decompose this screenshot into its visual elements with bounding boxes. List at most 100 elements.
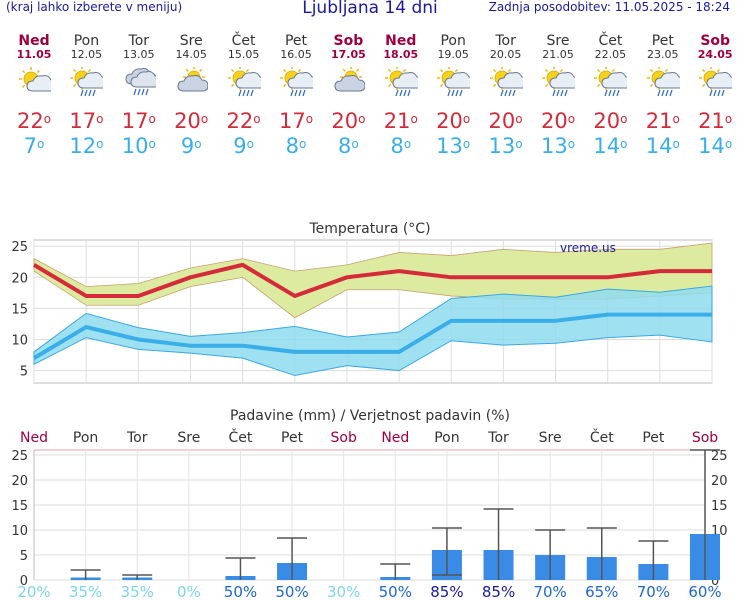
sun-ray [22, 84, 26, 88]
min-temp: 13o [488, 134, 523, 158]
day-label: Sob [692, 430, 718, 446]
rain-drop [250, 89, 254, 97]
day-column[interactable]: Pet 16.05 17o 8o [270, 33, 322, 159]
rain-drop [709, 89, 713, 97]
icon-group [646, 66, 686, 97]
day-column[interactable]: Ned 18.05 21o 8o [375, 33, 427, 159]
cloud-rain-icon [113, 67, 165, 97]
sun-ray [297, 69, 301, 73]
sun-ray [559, 69, 563, 73]
day-column[interactable]: Tor 20.05 20o 13o [480, 33, 532, 159]
day-column[interactable]: Sob 24.05 21o 14o [689, 33, 740, 159]
min-temp: 9o [180, 134, 202, 158]
day-column[interactable]: Sre 21.05 20o 13o [532, 33, 584, 159]
sun-ray [664, 69, 668, 73]
sun-ray [402, 69, 406, 73]
day-date: 23.05 [647, 48, 679, 61]
day-name: Pet [651, 33, 674, 49]
sun-ray [492, 83, 496, 87]
day-date: 11.05 [16, 48, 52, 61]
icon-group [437, 66, 476, 97]
sun-ray [185, 68, 190, 72]
rain-drop [294, 89, 298, 97]
sun-cloud-rain-icon [218, 66, 270, 97]
sun-ray [492, 69, 496, 73]
y-tick-label: 5 [20, 365, 28, 380]
rain-drop [508, 89, 512, 97]
max-temp: 20o [331, 109, 366, 133]
day-name: Čet [231, 33, 256, 49]
day-name: Sob [700, 33, 731, 49]
day-column[interactable]: Sre 14.05 20o 9o [165, 33, 217, 159]
rain-drop [713, 89, 717, 97]
day-date: 20.05 [489, 48, 522, 61]
precip-probability-label: 30% [327, 583, 360, 600]
sun-ray [545, 83, 549, 87]
min-temp: 8o [390, 134, 412, 158]
rain-drop [92, 89, 96, 97]
day-column[interactable]: Pet 23.05 21o 14o [637, 33, 689, 159]
sun-cloud-rain-icon [480, 66, 532, 97]
sun-ray [717, 69, 721, 73]
day-name: Ned [385, 33, 417, 49]
min-temp: 9o [233, 134, 254, 158]
sun-ray [702, 69, 706, 73]
sun-ray [283, 69, 287, 73]
min-temp: 10o [121, 134, 156, 158]
day-column[interactable]: Sob 17.05 20o 8o [322, 33, 374, 159]
precip-probability-label: 60% [688, 583, 721, 600]
rain-drop [137, 88, 141, 96]
day-column[interactable]: Čet 15.05 22o 9o [218, 33, 270, 159]
sun-ray [245, 69, 249, 73]
min-temp: 14o [593, 134, 628, 158]
rain-drop [80, 89, 84, 97]
y-tick-label-left: 20 [11, 474, 28, 489]
rain-drop [500, 89, 504, 97]
y-tick-label-left: 5 [20, 549, 28, 564]
sun-ray [22, 70, 26, 74]
rain-drop [608, 89, 612, 97]
icon-group [19, 67, 58, 92]
precip-probability-label: 85% [482, 583, 515, 600]
day-label: Čet [590, 428, 614, 446]
rain-drop [657, 89, 661, 97]
day-column[interactable]: Tor 13.05 17o 10o [113, 33, 165, 159]
y-tick-label-right: 20 [711, 474, 728, 489]
temperature-chart-title: Temperatura (°C) [308, 221, 430, 237]
y-tick-label: 20 [11, 271, 28, 286]
rain-drop [399, 89, 403, 97]
day-column[interactable]: Ned 11.05 22o 7o [8, 33, 60, 159]
rain-drop [552, 89, 556, 97]
day-column[interactable]: Pon 12.05 17o 12o [60, 33, 112, 159]
page-title: Ljubljana 14 dni [302, 0, 438, 18]
min-temp: 7o [23, 134, 45, 158]
sun-cloud-rain-icon [60, 66, 112, 97]
sun-ray [230, 83, 234, 87]
precip-probability-label: 50% [224, 583, 257, 600]
sun-ray [455, 69, 459, 73]
day-label: Pon [73, 430, 98, 446]
max-temp: 20o [436, 109, 471, 133]
precip-probability-label: 50% [275, 583, 308, 600]
precip-probability-label: 0% [177, 583, 201, 600]
day-column[interactable]: Pon 19.05 20o 13o [427, 33, 479, 159]
region-hint[interactable]: (kraj lahko izberete v meniju) [6, 0, 183, 14]
icon-group [489, 66, 529, 97]
day-date: 21.05 [542, 48, 574, 61]
rain-drop [302, 89, 306, 97]
sun-cloud-icon [8, 67, 60, 97]
sun-ray [73, 83, 77, 87]
rain-drop [560, 89, 564, 97]
day-label: Pet [281, 430, 304, 446]
precipitation-chart-title: Padavine (mm) / Verjetnost padavin (%) [230, 408, 510, 424]
day-label: Sre [177, 430, 200, 446]
precipitation-chart: Padavine (mm) / Verjetnost padavin (%) Ne… [11, 408, 728, 600]
day-name: Čet [598, 33, 623, 49]
rain-drop [88, 89, 92, 97]
day-column[interactable]: Čet 22.05 20o 14o [584, 33, 636, 159]
precip-probability-label: 70% [533, 583, 566, 600]
rain-drop [717, 89, 721, 97]
y-tick-label: 10 [11, 333, 28, 348]
temperature-chart: 5 10 15 20 25 Temperatura (°C) vreme.us [11, 221, 713, 384]
y-tick-label-right: 0 [711, 574, 719, 589]
